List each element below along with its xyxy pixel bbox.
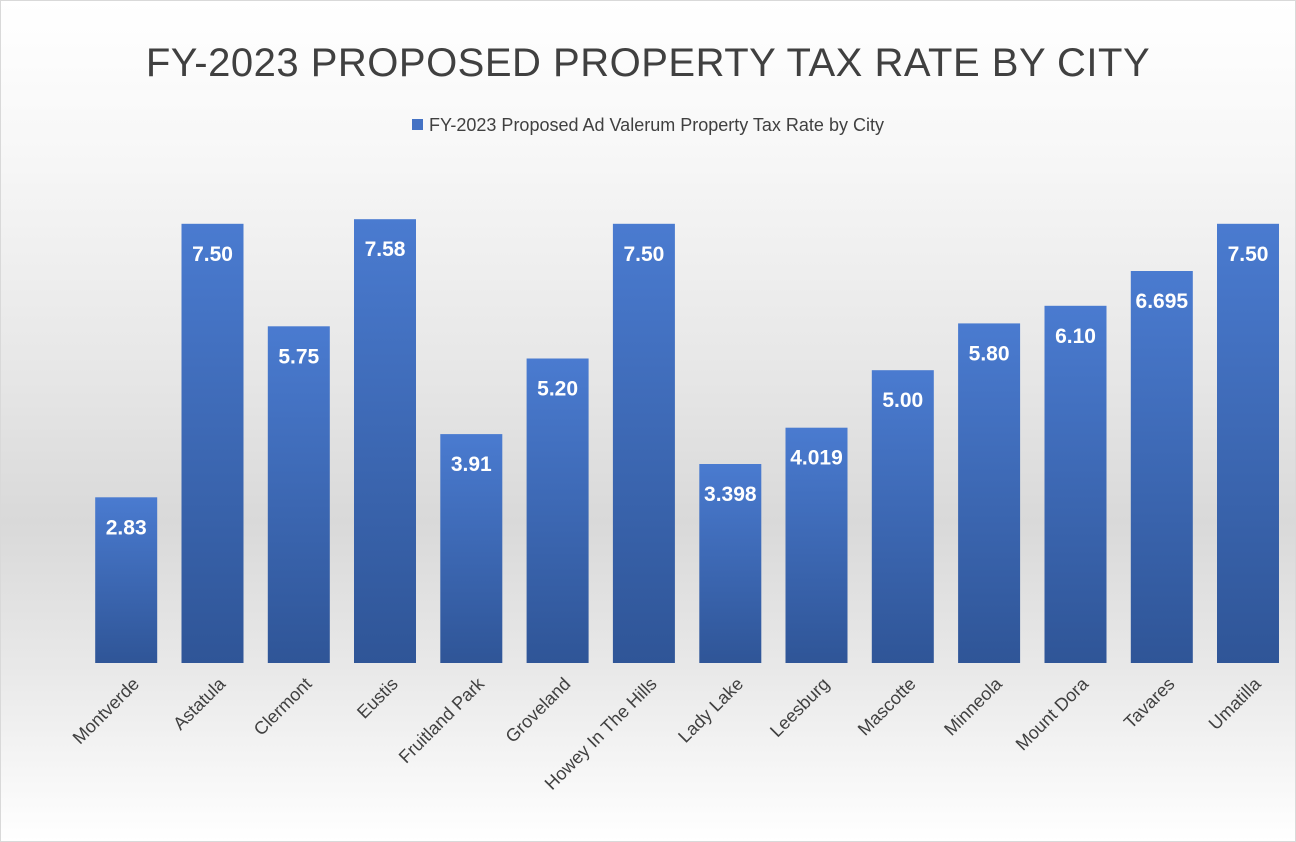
x-tick-label: Tavares — [1120, 674, 1179, 733]
bar-fruitland-park — [440, 434, 503, 663]
x-tick-label: Eustis — [353, 674, 402, 723]
x-tick-label: Umatilla — [1205, 673, 1266, 734]
legend: FY-2023 Proposed Ad Valerum Property Tax… — [1, 115, 1295, 136]
data-label: 5.80 — [969, 342, 1010, 365]
bar-howey-in-the-hills — [612, 223, 675, 664]
data-label: 5.75 — [278, 345, 319, 368]
bar-groveland — [526, 358, 589, 663]
x-tick-label: Montverde — [69, 674, 143, 748]
x-tick-label: Groveland — [502, 674, 575, 747]
bar-clermont — [267, 326, 330, 663]
bar-mascotte — [871, 370, 934, 663]
x-tick-label: Leesburg — [766, 674, 833, 741]
bar-eustis — [354, 219, 416, 663]
x-tick-label: Mount Dora — [1012, 673, 1093, 754]
chart-title: FY-2023 PROPOSED PROPERTY TAX RATE BY CI… — [145, 41, 1151, 85]
data-label: 2.83 — [106, 516, 147, 539]
data-label: 5.20 — [537, 378, 578, 401]
bar-mount-dora — [1044, 305, 1107, 663]
bar-montverde — [95, 497, 158, 663]
x-tick-label: Fruitland Park — [395, 673, 489, 767]
x-tick-label: Minneola — [940, 673, 1006, 739]
data-label: 6.10 — [1055, 325, 1096, 348]
data-label: 7.50 — [623, 243, 664, 266]
data-label: 7.50 — [1228, 243, 1269, 266]
legend-swatch — [412, 119, 424, 130]
data-label: 3.398 — [704, 483, 757, 506]
data-label: 6.695 — [1136, 290, 1189, 313]
x-tick-label: Lady Lake — [674, 674, 747, 747]
data-label: 4.019 — [790, 447, 843, 470]
data-label: 5.00 — [882, 389, 923, 412]
bar-umatilla — [1217, 223, 1279, 664]
bar-minneola — [958, 323, 1021, 663]
data-label: 3.91 — [451, 453, 492, 476]
data-label: 7.58 — [365, 238, 406, 261]
bar-astatula — [181, 223, 244, 664]
bar-tavares — [1130, 271, 1193, 663]
x-tick-label: Clermont — [250, 674, 316, 740]
x-tick-label: Mascotte — [854, 674, 920, 740]
x-tick-label: Astatula — [169, 673, 230, 734]
data-label: 7.50 — [192, 243, 233, 266]
bar-leesburg — [785, 427, 848, 663]
legend-label: FY-2023 Proposed Ad Valerum Property Tax… — [429, 115, 884, 135]
bar-lady-lake — [699, 464, 762, 663]
